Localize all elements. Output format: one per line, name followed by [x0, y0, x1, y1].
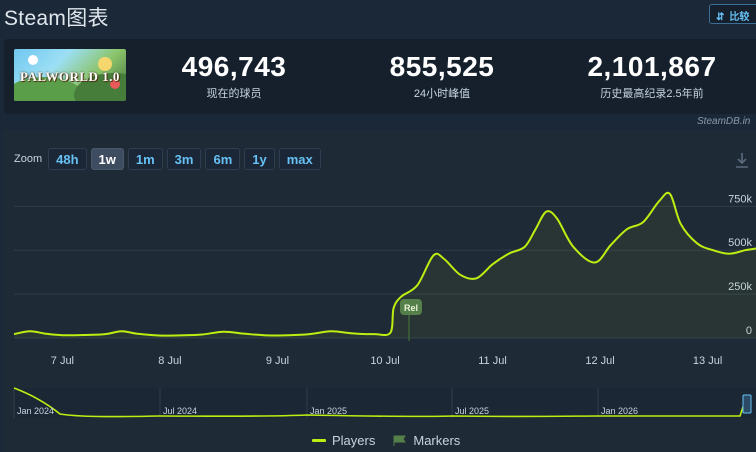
players-legend-swatch [312, 439, 326, 442]
zoom-controls: Zoom 48h 1w 1m 3m 6m 1y max [14, 148, 325, 170]
release-marker[interactable]: Rel [400, 299, 422, 341]
y-tick-label: 750k [728, 193, 752, 205]
zoom-1y-button[interactable]: 1y [244, 148, 275, 170]
zoom-48h-button[interactable]: 48h [48, 148, 87, 170]
x-tick-label: 10 Jul [370, 355, 399, 367]
legend-markers[interactable]: Markers [413, 433, 461, 448]
page-title: Steam图表 [4, 7, 109, 30]
current-players-label: 现在的球员 [206, 88, 262, 100]
current-players-value: 496,743 [181, 51, 287, 82]
zoom-label: Zoom [14, 153, 43, 165]
navigator-series-line [13, 387, 745, 418]
navigator-date-label: Jan 2025 [310, 406, 347, 416]
zoom-1w-button[interactable]: 1w [90, 148, 124, 170]
compare-button[interactable]: ⇵ 比较 [709, 4, 756, 24]
compare-icon: ⇵ [716, 12, 725, 23]
x-tick-label: 8 Jul [158, 355, 181, 367]
stat-all-time-peak: 2,101,867 历史最高纪录2.5年前 [562, 51, 742, 101]
chart-legend: Players Markers [312, 433, 460, 448]
x-tick-label: 9 Jul [266, 355, 289, 367]
y-tick-label: 0 [746, 325, 752, 337]
stat-current-players: 496,743 现在的球员 [144, 51, 324, 101]
y-tick-label: 250k [728, 281, 752, 293]
navigator-date-label: Jul 2024 [163, 406, 197, 416]
24h-peak-label: 24小时峰值 [413, 88, 471, 100]
x-tick-label: 11 Jul [478, 355, 507, 367]
all-time-peak-value: 2,101,867 [587, 51, 717, 82]
y-tick-label: 500k [728, 237, 752, 249]
x-tick-label: 7 Jul [51, 355, 74, 367]
steamdb-watermark: SteamDB.in [697, 116, 751, 127]
zoom-max-button[interactable]: max [278, 148, 321, 170]
24h-peak-value: 855,525 [389, 51, 495, 82]
game-logo: PALWORLD 1.0 [20, 69, 120, 84]
players-area [14, 192, 756, 338]
legend-players[interactable]: Players [332, 433, 376, 448]
stat-24h-peak: 855,525 24小时峰值 [352, 51, 532, 101]
all-time-peak-label: 历史最高纪录2.5年前 [600, 88, 704, 100]
markers-flag-icon [393, 435, 407, 446]
navigator-date-label: Jul 2025 [455, 406, 489, 416]
players-series-line[interactable] [13, 191, 756, 337]
zoom-6m-button[interactable]: 6m [205, 148, 241, 170]
release-marker-label: Rel [404, 303, 418, 313]
navigator-date-label: Jan 2026 [601, 406, 638, 416]
x-tick-label: 12 Jul [585, 355, 614, 367]
zoom-3m-button[interactable]: 3m [166, 148, 202, 170]
download-icon[interactable] [735, 152, 749, 168]
zoom-1m-button[interactable]: 1m [127, 148, 163, 170]
compare-label: 比较 [729, 12, 750, 23]
stats-bar: PALWORLD 1.0 496,743 现在的球员 855,525 24小时峰… [4, 39, 756, 114]
range-navigator[interactable]: Jan 2024 Jul 2024 Jan 2025 Jul 2025 Jan 2026 [13, 387, 756, 418]
navigator-date-label: Jan 2024 [17, 406, 54, 416]
navigator-handle[interactable] [742, 394, 752, 414]
game-banner-image[interactable]: PALWORLD 1.0 [14, 49, 126, 101]
x-tick-label: 13 Jul [693, 355, 722, 367]
